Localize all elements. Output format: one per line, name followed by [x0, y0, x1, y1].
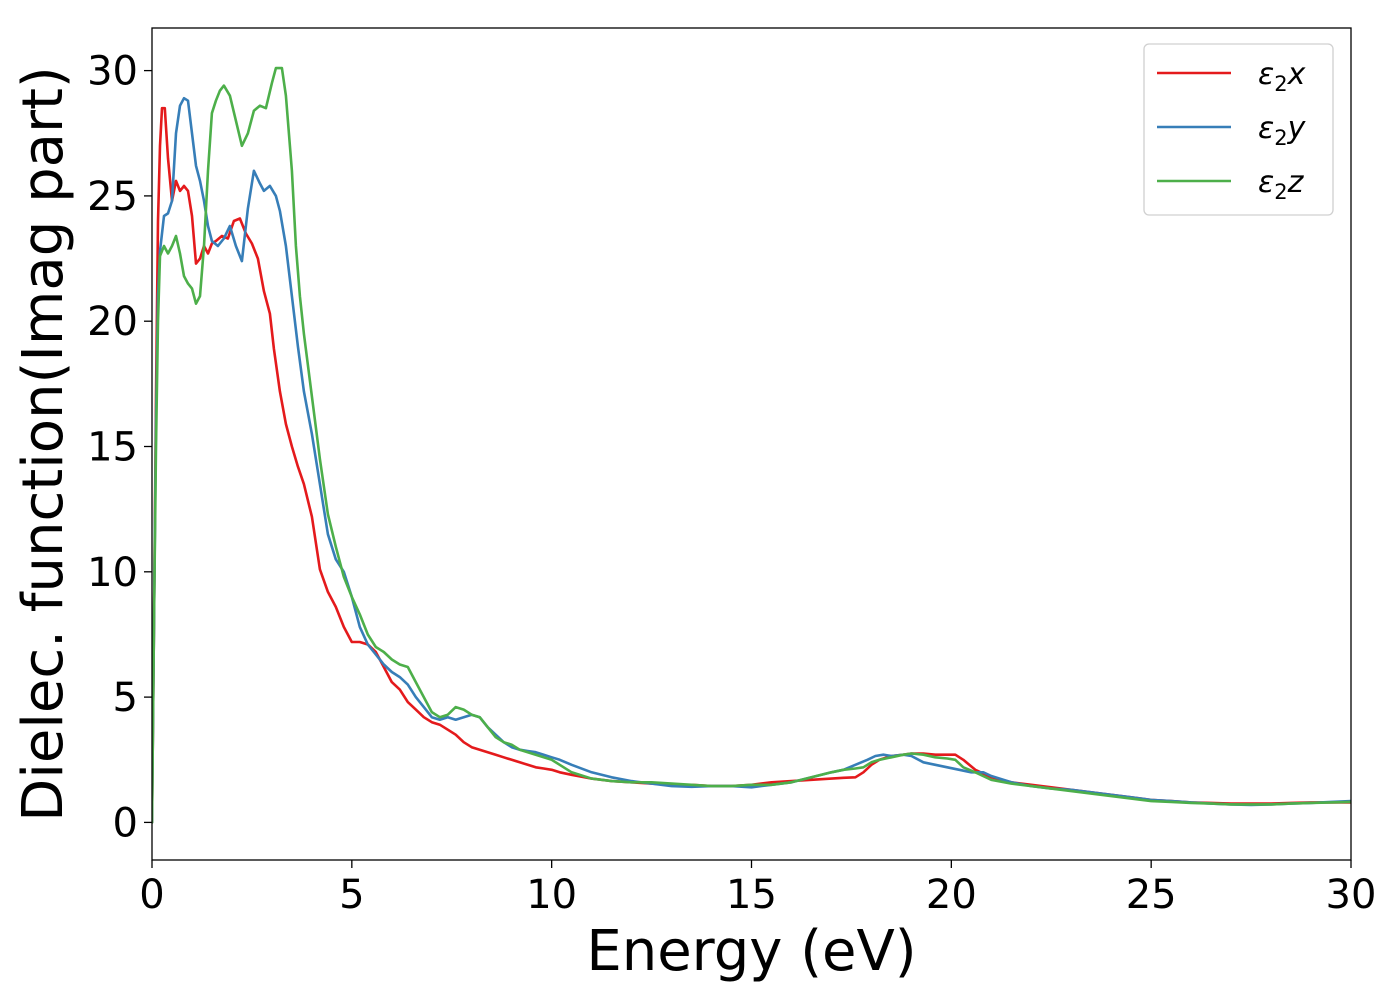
- x-tick-label: 15: [726, 872, 777, 918]
- x-tick-label: 0: [139, 872, 164, 918]
- y-tick-label: 25: [87, 174, 138, 220]
- y-tick-label: 0: [113, 800, 138, 846]
- legend-box: [1143, 43, 1334, 216]
- legend-label-y: ε2y: [1258, 111, 1307, 150]
- legend-label-z: ε2z: [1258, 165, 1305, 204]
- x-tick-label: 20: [926, 872, 977, 918]
- y-tick-label: 5: [113, 675, 138, 721]
- y-axis: 0 5 10 15 20 25 30: [87, 49, 152, 846]
- legend: ε2x ε2y ε2z: [1143, 43, 1334, 216]
- x-tick-label: 10: [526, 872, 577, 918]
- y-axis-title: Dielec. function(Imag part): [11, 66, 76, 822]
- x-axis-title: Energy (eV): [586, 919, 916, 984]
- y-tick-label: 10: [87, 550, 138, 596]
- series-layer: [152, 66, 1351, 824]
- legend-label-x: ε2x: [1258, 57, 1306, 96]
- series-line-z: [152, 66, 1351, 824]
- x-axis: 0 5 10 15 20 25 30: [139, 860, 1376, 918]
- y-tick-label: 30: [87, 49, 138, 95]
- x-tick-label: 5: [339, 872, 364, 918]
- x-tick-label: 25: [1126, 872, 1177, 918]
- y-tick-label: 20: [87, 299, 138, 345]
- y-tick-label: 15: [87, 425, 138, 471]
- x-tick-label: 30: [1326, 872, 1377, 918]
